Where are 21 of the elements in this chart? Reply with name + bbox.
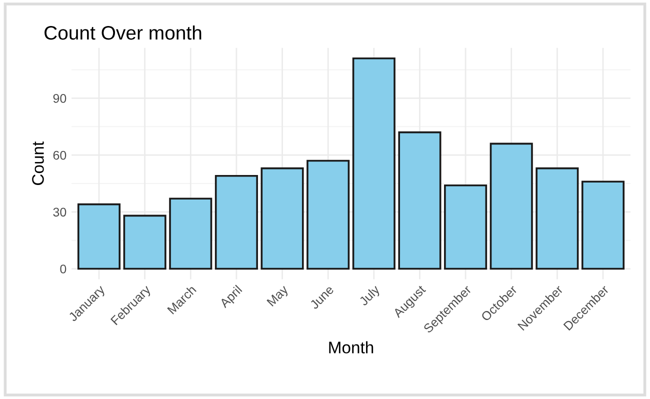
y-axis-title: Count [32, 141, 44, 185]
bar [490, 142, 533, 270]
y-tick-label: 60 [53, 150, 66, 160]
bar [536, 167, 579, 270]
y-tick-label: 30 [53, 208, 66, 217]
x-tick-label: May [266, 284, 290, 308]
chart-title: Count Over month [44, 25, 202, 40]
bar [260, 167, 304, 270]
bar [352, 57, 396, 270]
bar [444, 184, 488, 270]
x-tick-label: July [358, 284, 382, 308]
bar [398, 131, 442, 270]
bar [214, 175, 258, 270]
x-axis-title: Month [329, 341, 374, 354]
y-tick-label: 0 [60, 264, 66, 274]
bar [306, 160, 350, 270]
y-tick-label: 90 [53, 94, 66, 103]
bar [123, 214, 166, 270]
bar [77, 203, 121, 270]
bar [581, 180, 625, 270]
bar [169, 198, 212, 270]
